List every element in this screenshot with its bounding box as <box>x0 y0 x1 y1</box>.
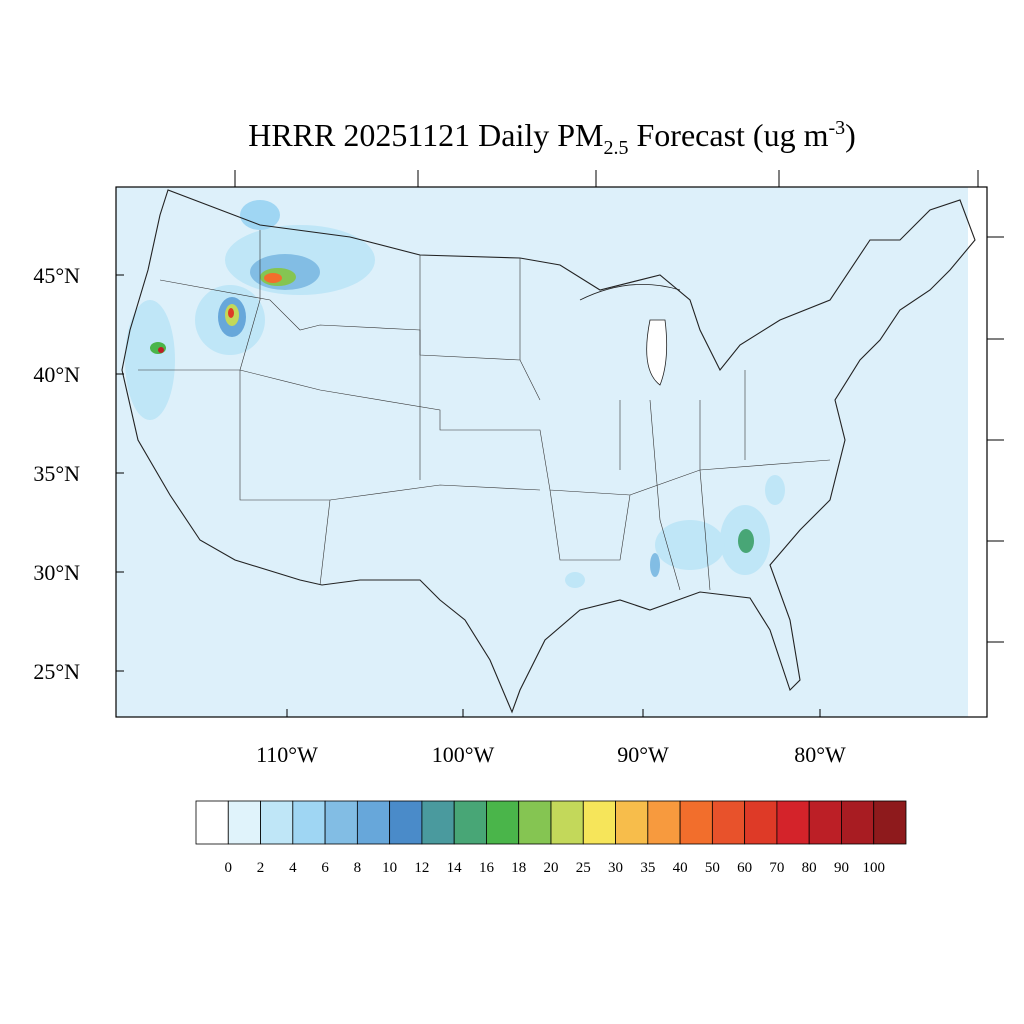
title-superscript: -3 <box>828 117 845 139</box>
colorbar-label: 4 <box>289 860 297 876</box>
colorbar-label: 80 <box>802 860 817 876</box>
colorbar-label: 0 <box>225 860 233 876</box>
map-frame <box>115 186 988 718</box>
colorbar-box <box>260 800 294 845</box>
colorbar-label: 70 <box>769 860 784 876</box>
colorbar-box <box>841 800 875 845</box>
lon-label: 90°W <box>617 742 669 767</box>
colorbar-label: 2 <box>257 860 265 876</box>
great-lakes <box>646 319 668 386</box>
colorbar-box <box>486 800 520 845</box>
colorbar: 0 2 4 6 8 10 12 14 16 18 20 25 30 35 40 50 60 70 80 90 100 <box>195 800 907 876</box>
lat-label: 40°N <box>33 362 80 387</box>
smoke-plumes <box>125 200 785 588</box>
colorbar-box <box>808 800 842 845</box>
lat-label: 35°N <box>33 461 80 486</box>
us-outline <box>121 189 976 714</box>
lat-label: 45°N <box>33 263 80 288</box>
lat-label: 25°N <box>33 659 80 684</box>
colorbar-label: 8 <box>354 860 362 876</box>
ticks: 45°N 40°N 35°N 30°N 25°N 110°W 100°W 90°W 80°W <box>33 170 1004 767</box>
lon-label: 80°W <box>794 742 846 767</box>
colorbar-box <box>389 800 423 845</box>
colorbar-box <box>550 800 584 845</box>
colorbar-box <box>324 800 358 845</box>
colorbar-box <box>227 800 261 845</box>
colorbar-box <box>615 800 649 845</box>
colorbar-box <box>421 800 455 845</box>
colorbar-box <box>195 800 229 845</box>
map <box>115 186 988 718</box>
colorbar-box <box>744 800 778 845</box>
colorbar-box <box>292 800 326 845</box>
colorbar-box <box>711 800 746 845</box>
colorbar-label: 18 <box>511 860 526 876</box>
colorbar-label: 100 <box>862 860 885 876</box>
colorbar-box <box>776 800 810 845</box>
colorbar-label: 20 <box>544 860 559 876</box>
colorbar-label: 90 <box>834 860 849 876</box>
colorbar-label: 25 <box>576 860 591 876</box>
colorbar-label: 10 <box>382 860 397 876</box>
colorbar-box <box>518 800 552 845</box>
title-subscript: 2.5 <box>604 137 629 159</box>
colorbar-box <box>356 800 391 845</box>
colorbar-label: 6 <box>321 860 329 876</box>
state-lines <box>138 230 831 591</box>
lon-label: 100°W <box>432 742 495 767</box>
colorbar-box <box>679 800 713 845</box>
colorbar-label: 16 <box>479 860 495 876</box>
colorbar-label: 35 <box>640 860 655 876</box>
colorbar-box <box>582 800 616 845</box>
title: HRRR 20251121 Daily PM2.5 Forecast (ug m… <box>248 117 856 159</box>
lon-label: 110°W <box>256 742 318 767</box>
domain-edge <box>968 187 987 717</box>
title-end: ) <box>845 117 856 153</box>
colorbar-box <box>873 800 907 845</box>
colorbar-label: 50 <box>705 860 720 876</box>
colorbar-label: 12 <box>414 860 429 876</box>
title-text: HRRR 20251121 Daily PM <box>248 117 603 153</box>
colorbar-label: 40 <box>673 860 688 876</box>
lat-label: 30°N <box>33 560 80 585</box>
colorbar-label: 14 <box>447 860 463 876</box>
colorbar-label: 60 <box>737 860 752 876</box>
lake-superior <box>579 283 681 301</box>
colorbar-box <box>647 800 681 845</box>
colorbar-label: 30 <box>608 860 623 876</box>
title-middle: Forecast (ug m <box>629 117 829 153</box>
colorbar-box <box>453 800 487 845</box>
